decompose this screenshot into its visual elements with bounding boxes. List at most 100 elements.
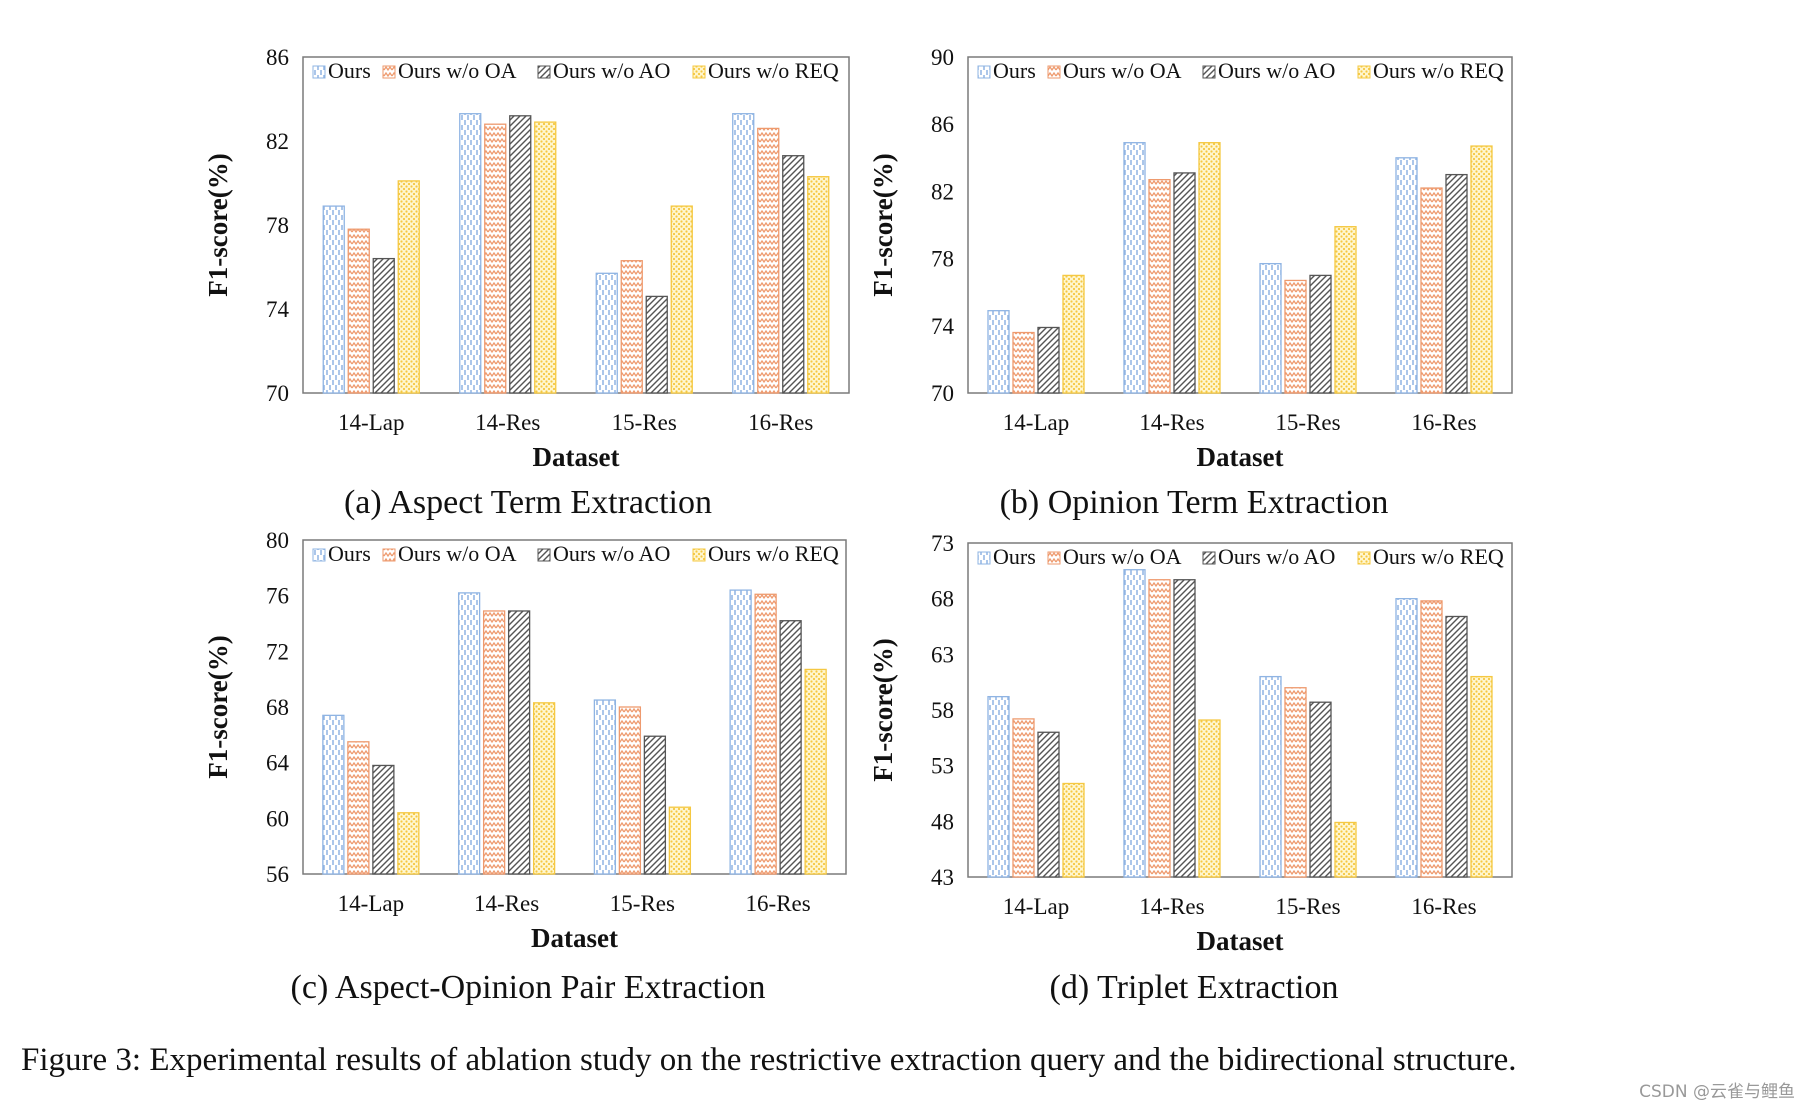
x-tick-label: 16-Res xyxy=(1411,410,1476,435)
bar xyxy=(1123,142,1146,394)
subfigure-caption: (c) Aspect-Opinion Pair Extraction xyxy=(291,969,766,1006)
legend-label: Ours w/o OA xyxy=(1063,544,1182,569)
x-tick-label: 14-Res xyxy=(475,410,540,435)
x-tick-label: 14-Res xyxy=(474,891,539,916)
y-tick-label: 78 xyxy=(266,213,289,238)
bar xyxy=(372,257,395,394)
y-tick-label: 80 xyxy=(266,528,289,553)
legend-swatch xyxy=(692,65,706,79)
y-tick-label: 78 xyxy=(931,247,954,272)
x-tick-label: 16-Res xyxy=(746,891,811,916)
bar xyxy=(1334,821,1357,878)
y-tick-label: 90 xyxy=(931,45,954,70)
bar xyxy=(620,260,643,394)
legend-label: Ours w/o AO xyxy=(553,58,670,83)
bar xyxy=(782,155,805,394)
bar xyxy=(1259,675,1282,878)
bar xyxy=(1198,719,1221,878)
subfigure-caption: (a) Aspect Term Extraction xyxy=(344,484,712,521)
bar xyxy=(457,592,481,875)
legend-label: Ours w/o OA xyxy=(398,58,517,83)
bar xyxy=(807,176,830,394)
legend-swatch xyxy=(1047,551,1061,565)
y-tick-label: 82 xyxy=(266,129,289,154)
bar xyxy=(459,113,482,394)
y-tick-label: 56 xyxy=(266,862,289,887)
legend-swatch xyxy=(537,548,551,562)
bar xyxy=(670,205,693,394)
legend-swatch xyxy=(382,65,396,79)
subfigure-caption: (b) Opinion Term Extraction xyxy=(1000,484,1389,521)
y-axis-label: F1-score(%) xyxy=(868,638,898,781)
y-tick-label: 58 xyxy=(931,698,954,723)
legend-label: Ours w/o AO xyxy=(1218,58,1335,83)
legend-label: Ours w/o REQ xyxy=(1373,58,1504,83)
chart-panel: 70 74 78 82 86 14-Lap 14-Res 15-Res 16-Res Ours Ou… xyxy=(203,45,850,521)
legend-swatch xyxy=(312,65,326,79)
y-axis-label: F1-score(%) xyxy=(868,153,898,296)
legend-swatch xyxy=(977,551,991,565)
y-tick-label: 73 xyxy=(931,531,954,556)
subfigure-caption: (d) Triplet Extraction xyxy=(1050,969,1339,1006)
y-tick-label: 48 xyxy=(931,809,954,834)
y-tick-label: 72 xyxy=(266,639,289,664)
bar xyxy=(1198,142,1221,394)
bar xyxy=(1012,718,1035,878)
x-tick-label: 14-Lap xyxy=(338,410,404,435)
bar xyxy=(1037,326,1060,394)
bar xyxy=(1309,701,1332,878)
bar xyxy=(593,699,617,875)
legend-swatch xyxy=(1202,551,1216,565)
legend-swatch xyxy=(312,548,326,562)
y-tick-label: 86 xyxy=(931,112,954,137)
bar xyxy=(1173,579,1196,878)
y-tick-label: 60 xyxy=(266,806,289,831)
bar xyxy=(1334,226,1357,394)
x-tick-label: 16-Res xyxy=(1411,894,1476,919)
watermark: CSDN @云雀与鲤鱼 xyxy=(1639,1082,1795,1102)
chart-panel: 56 60 64 68 72 76 80 14-Lap 14-Res 15-Res 16-Res Ou… xyxy=(203,528,847,1006)
legend-swatch xyxy=(382,548,396,562)
chart-panel: 43 48 53 58 63 68 73 14-Lap 14-Res 15-Res 16-Res Ou… xyxy=(868,531,1513,1006)
x-axis-label: Dataset xyxy=(531,923,618,953)
y-tick-label: 74 xyxy=(266,297,290,322)
y-tick-label: 68 xyxy=(931,587,954,612)
bar xyxy=(668,806,692,875)
legend-label: Ours w/o REQ xyxy=(1373,544,1504,569)
x-tick-label: 15-Res xyxy=(1275,894,1340,919)
bar xyxy=(1445,615,1468,878)
bar xyxy=(534,121,557,394)
bar xyxy=(987,695,1010,878)
y-tick-label: 76 xyxy=(266,584,289,609)
bar xyxy=(1123,569,1146,878)
bar xyxy=(347,741,370,875)
x-tick-label: 16-Res xyxy=(748,410,813,435)
legend-swatch xyxy=(1357,65,1371,79)
x-axis-label: Dataset xyxy=(533,442,620,472)
x-tick-label: 14-Lap xyxy=(1003,894,1069,919)
bar xyxy=(482,610,506,875)
plot-frame xyxy=(967,56,1513,394)
x-tick-label: 14-Res xyxy=(1139,410,1204,435)
legend-label: Ours w/o OA xyxy=(1063,58,1182,83)
bar xyxy=(347,228,370,394)
figure-caption: Figure 3: Experimental results of ablati… xyxy=(21,1042,1517,1078)
y-axis-label: F1-score(%) xyxy=(203,635,233,778)
y-tick-label: 43 xyxy=(931,865,954,890)
bar xyxy=(397,180,420,394)
bar xyxy=(322,205,345,394)
legend-swatch xyxy=(692,548,706,562)
bar xyxy=(1395,598,1418,878)
y-tick-label: 70 xyxy=(266,381,289,406)
legend-swatch xyxy=(1047,65,1061,79)
bar xyxy=(1148,178,1171,394)
y-axis-label: F1-score(%) xyxy=(203,153,233,296)
bar xyxy=(1470,675,1493,878)
y-tick-label: 68 xyxy=(266,695,289,720)
bar xyxy=(1420,600,1443,878)
x-tick-label: 14-Lap xyxy=(338,891,404,916)
legend-label: Ours w/o REQ xyxy=(708,58,839,83)
bar xyxy=(507,610,531,875)
legend-label: Ours w/o OA xyxy=(398,541,517,566)
x-tick-label: 15-Res xyxy=(612,410,677,435)
